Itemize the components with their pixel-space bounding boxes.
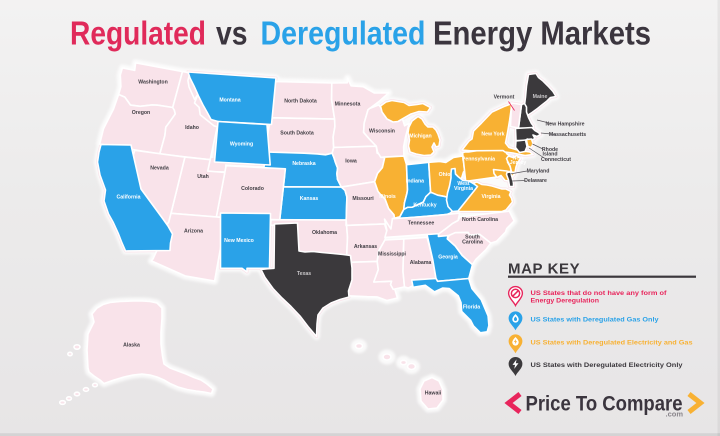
svg-text:Rhode: Rhode [542,147,558,153]
svg-text:North Dakota: North Dakota [284,99,317,105]
svg-text:Connecticut: Connecticut [541,157,571,163]
svg-text:South: South [465,235,480,241]
svg-text:South Dakota: South Dakota [280,131,314,137]
svg-text:Indiana: Indiana [406,179,424,185]
svg-text:Wyoming: Wyoming [230,142,253,148]
svg-text:Kansas: Kansas [300,196,319,202]
svg-text:Alaska: Alaska [123,343,140,349]
svg-text:US States with Deregulated Ele: US States with Deregulated Electricity a… [531,339,693,346]
svg-text:North Carolina: North Carolina [462,217,498,223]
svg-text:Hawaii: Hawaii [425,391,442,397]
svg-text:Texas: Texas [297,271,311,277]
svg-text:Colorado: Colorado [241,186,264,192]
svg-text:US States that do not have any: US States that do not have any form of [531,290,668,297]
svg-text:Virginia: Virginia [454,186,473,192]
svg-text:Nebraska: Nebraska [292,161,315,167]
svg-text:Massachusetts: Massachusetts [549,132,586,138]
svg-text:Ohio: Ohio [439,172,451,178]
svg-text:Montana: Montana [219,98,240,104]
svg-text:Carolina: Carolina [462,240,483,246]
svg-text:Georgia: Georgia [438,255,458,261]
svg-text:Virginia: Virginia [482,194,501,200]
svg-text:Florida: Florida [463,305,480,311]
svg-text:Maryland: Maryland [527,169,550,175]
svg-text:Missouri: Missouri [352,196,374,202]
svg-text:Tennessee: Tennessee [408,221,435,227]
svg-text:West: West [457,181,470,187]
svg-text:MAP KEY: MAP KEY [508,261,580,278]
svg-text:Oklahoma: Oklahoma [312,230,337,236]
svg-text:Kentucky: Kentucky [413,203,436,209]
svg-text:New: New [513,156,525,162]
svg-text:Arkansas: Arkansas [354,244,377,250]
svg-text:Island: Island [543,152,558,158]
svg-text:New York: New York [481,132,504,138]
svg-text:New Mexico: New Mexico [224,238,254,244]
svg-text:Wisconsin: Wisconsin [369,129,395,135]
svg-text:New Hampshire: New Hampshire [546,122,585,128]
svg-text:Jersey: Jersey [510,160,527,166]
svg-text:Illinois: Illinois [379,194,396,200]
svg-text:Alabama: Alabama [410,260,432,266]
svg-text:California: California [117,195,141,201]
svg-text:Michigan: Michigan [409,134,431,140]
svg-text:Idaho: Idaho [185,125,199,131]
svg-text:Arizona: Arizona [184,229,203,235]
svg-text:US States with Deregulated Ele: US States with Deregulated Electricity O… [531,362,683,369]
svg-text:Vermont: Vermont [494,95,515,101]
svg-text:US States with Deregulated Gas: US States with Deregulated Gas Only [531,316,659,323]
svg-text:Washington: Washington [138,80,168,86]
svg-text:Nevada: Nevada [150,166,169,172]
svg-text:Oregon: Oregon [132,110,150,116]
svg-text:Delaware: Delaware [524,178,547,184]
svg-text:Pennsylvania: Pennsylvania [462,157,495,163]
svg-text:Maine: Maine [533,94,548,100]
svg-text:Utah: Utah [197,174,209,180]
svg-text:Price To Compare: Price To Compare [526,392,683,416]
svg-text:Iowa: Iowa [345,159,357,165]
svg-text:.com: .com [665,410,683,419]
svg-text:Minnesota: Minnesota [335,102,361,108]
svg-text:Energy Deregulation: Energy Deregulation [531,298,600,305]
svg-text:Regulated vs Deregulated Energ: Regulated vs Deregulated Energy Markets [70,15,651,52]
svg-text:Mississippi: Mississippi [378,252,407,258]
